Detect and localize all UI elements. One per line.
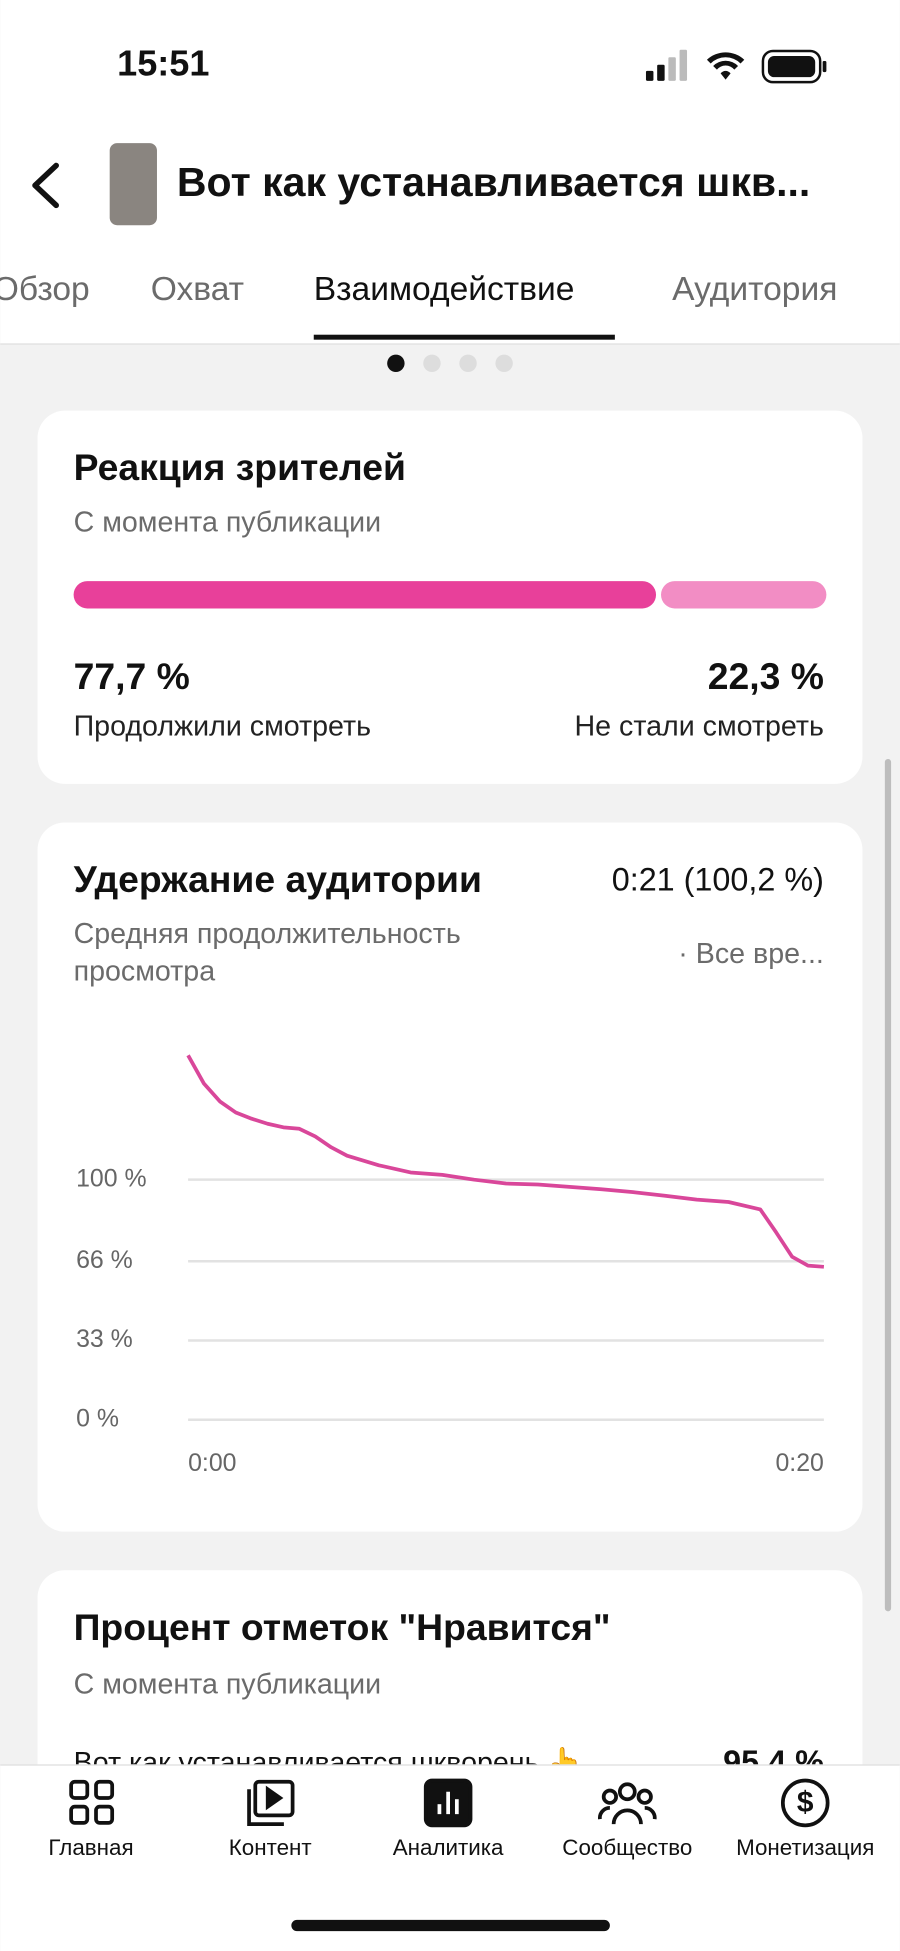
reaction-bar	[73, 581, 827, 609]
tab[interactable]: Охват	[151, 271, 244, 308]
back-button[interactable]	[32, 162, 59, 209]
status-time: 15:51	[117, 42, 209, 83]
header-title: Вот как устанавливается шкв...	[177, 159, 810, 205]
tab[interactable]: Обзор	[0, 271, 90, 308]
card-subtitle: С момента публикации	[74, 506, 382, 538]
x-tick-label: 0:00	[188, 1449, 236, 1477]
nav-label[interactable]: Аналитика	[393, 1835, 504, 1860]
analytics-glyph	[437, 1791, 459, 1815]
bar-segment	[73, 581, 657, 609]
card-title: Реакция зрителей	[74, 446, 406, 488]
card-subtitle: Средняя продолжительность	[74, 918, 461, 950]
tab[interactable]: Аудитория	[672, 271, 837, 308]
retention-chart: 0 % 33 % 66 % 100 % 0:00 0:20	[76, 1054, 825, 1477]
card-title: Процент отметок "Нравится"	[74, 1606, 611, 1648]
y-tick-label: 100 %	[76, 1164, 147, 1192]
value-label: 77,7 %	[74, 655, 190, 697]
label: Продолжили смотреть	[74, 710, 371, 742]
x-tick-label: 0:20	[775, 1449, 823, 1477]
y-tick-label: 0 %	[76, 1404, 119, 1432]
tab-active[interactable]: Взаимодействие	[314, 271, 575, 308]
scrollbar	[884, 758, 892, 1612]
nav-label[interactable]: Монетизация	[736, 1835, 874, 1860]
label: Не стали смотреть	[575, 710, 824, 742]
tab-underline	[313, 334, 615, 340]
dollar-glyph: $	[797, 1786, 814, 1819]
nav-border	[0, 1764, 900, 1766]
value-label: 22,3 %	[708, 655, 824, 697]
home-indicator	[291, 1919, 610, 1932]
nav-label[interactable]: Главная	[48, 1835, 133, 1860]
nav-label[interactable]: Контент	[229, 1835, 312, 1860]
summary: 0:21 (100,2 %)	[612, 862, 824, 898]
status-icons	[645, 49, 827, 84]
y-tick-label: 33 %	[76, 1325, 133, 1353]
period[interactable]: · Все вре...	[678, 938, 824, 970]
nav-label[interactable]: Сообщество	[562, 1835, 692, 1860]
card-title: Удержание аудитории	[74, 858, 482, 900]
bar-segment	[661, 581, 827, 609]
card-subtitle: просмотра	[74, 956, 216, 988]
card-subtitle: С момента публикации	[74, 1669, 382, 1701]
nav-icons	[69, 1778, 830, 1828]
page-dots	[387, 354, 513, 373]
retention-line	[186, 1054, 825, 1269]
y-tick-label: 66 %	[76, 1246, 133, 1274]
divider	[0, 343, 900, 345]
video-thumbnail	[109, 143, 157, 226]
